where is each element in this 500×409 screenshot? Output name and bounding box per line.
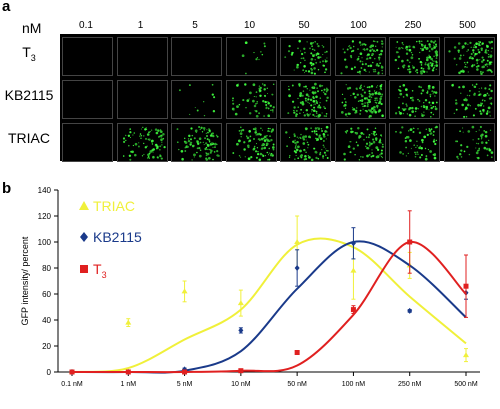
data-point (407, 239, 413, 245)
y-tick-label: 20 (42, 342, 51, 351)
microscopy-tile (389, 37, 440, 76)
microscopy-tile (171, 37, 222, 76)
treatment-label: TRIAC (0, 130, 58, 146)
treatment-label: KB2115 (0, 87, 58, 103)
data-point (237, 300, 244, 306)
legend-label-subscript: 3 (102, 270, 107, 280)
data-point (181, 288, 188, 294)
y-tick-label: 120 (38, 212, 52, 221)
x-tick-label: 1 nM (121, 381, 137, 388)
y-axis-label: GFP intensity/ percent (20, 236, 30, 325)
microscopy-tile (334, 37, 386, 76)
microscopy-tile (62, 123, 113, 162)
microscopy-tile (334, 80, 386, 119)
legend-label-text: TRIAC (93, 198, 135, 214)
concentration-label: 10 (243, 20, 256, 31)
data-point (125, 319, 132, 325)
microscopy-tile (62, 80, 113, 119)
microscopy-tile (334, 123, 386, 162)
microscopy-tile (62, 37, 113, 76)
microscopy-tile (389, 80, 440, 119)
x-tick-label: 0.1 nM (61, 381, 83, 388)
concentration-unit-label: nM (22, 20, 42, 36)
data-point (125, 369, 131, 375)
data-point (182, 369, 188, 375)
y-tick-label: 0 (47, 368, 52, 377)
legend-label-text: KB2115 (93, 229, 142, 245)
concentration-label: 50 (298, 20, 310, 31)
data-point (294, 350, 300, 355)
microscopy-tile (443, 123, 495, 162)
concentration-label: 5 (192, 20, 198, 31)
legend-marker (80, 232, 88, 242)
treatment-name: T (22, 44, 31, 60)
microscopy-tile (443, 80, 495, 119)
concentration-label: 0.1 (79, 20, 93, 31)
legend-marker (80, 265, 88, 273)
data-point (350, 240, 356, 247)
data-point (350, 267, 357, 273)
data-point (69, 369, 75, 375)
series-fit-line (71, 240, 467, 374)
panel-a-letter: a (2, 0, 11, 15)
legend-label-text: T (93, 261, 102, 277)
microscopy-tile (225, 37, 277, 76)
microscopy-tile (443, 37, 495, 76)
y-tick-label: 140 (38, 186, 52, 195)
treatment-name: TRIAC (8, 130, 50, 146)
legend-label: TRIAC (93, 198, 135, 214)
treatment-name: KB2115 (4, 87, 54, 103)
data-point (463, 352, 469, 358)
microscopy-tile (280, 123, 331, 162)
x-tick-label: 100 nM (342, 381, 366, 388)
legend-label: KB2115 (93, 229, 142, 245)
microscopy-tile (225, 80, 277, 119)
y-tick-label: 60 (42, 290, 51, 299)
microscopy-tile (116, 37, 168, 76)
microscopy-tile (225, 123, 277, 162)
microscopy-image-grid (60, 34, 497, 162)
data-point (294, 239, 301, 244)
microscopy-tile (116, 123, 168, 162)
y-tick-label: 100 (38, 238, 52, 247)
series-fit-line (71, 237, 467, 373)
x-tick-label: 10 nM (231, 381, 251, 388)
treatment-subscript: 3 (30, 52, 36, 63)
microscopy-tile (389, 123, 440, 162)
data-point (463, 283, 469, 289)
legend-marker (79, 201, 89, 210)
x-tick-label: 250 nM (398, 381, 422, 388)
concentration-label: 1 (137, 20, 144, 31)
microscopy-tile (280, 37, 331, 76)
data-point (350, 307, 356, 313)
treatment-label: T3 (0, 44, 58, 63)
x-tick-label: 50 nM (287, 381, 307, 388)
microscopy-tile (171, 80, 222, 119)
concentration-label: 500 (459, 20, 476, 31)
data-point (294, 265, 300, 271)
concentration-label: 100 (350, 20, 367, 31)
x-tick-label: 500 nM (454, 381, 478, 388)
data-point (407, 307, 413, 314)
y-tick-label: 80 (42, 264, 51, 273)
microscopy-tile (116, 80, 168, 119)
x-tick-label: 5 nM (177, 381, 193, 388)
y-tick-label: 40 (42, 316, 51, 325)
series-fit-line (71, 240, 467, 374)
data-point (238, 368, 244, 374)
data-point (238, 327, 244, 334)
concentration-label: 250 (404, 20, 422, 31)
microscopy-tile (280, 80, 331, 119)
gfp-intensity-chart: 0 20 40 60 80 100 120 140 0.1 nM 1 nM 5 nM 10 nM 50 … (20, 186, 480, 388)
panel-b-letter: b (2, 180, 12, 197)
microscopy-tile (171, 123, 222, 162)
legend-label: T3 (93, 261, 107, 280)
